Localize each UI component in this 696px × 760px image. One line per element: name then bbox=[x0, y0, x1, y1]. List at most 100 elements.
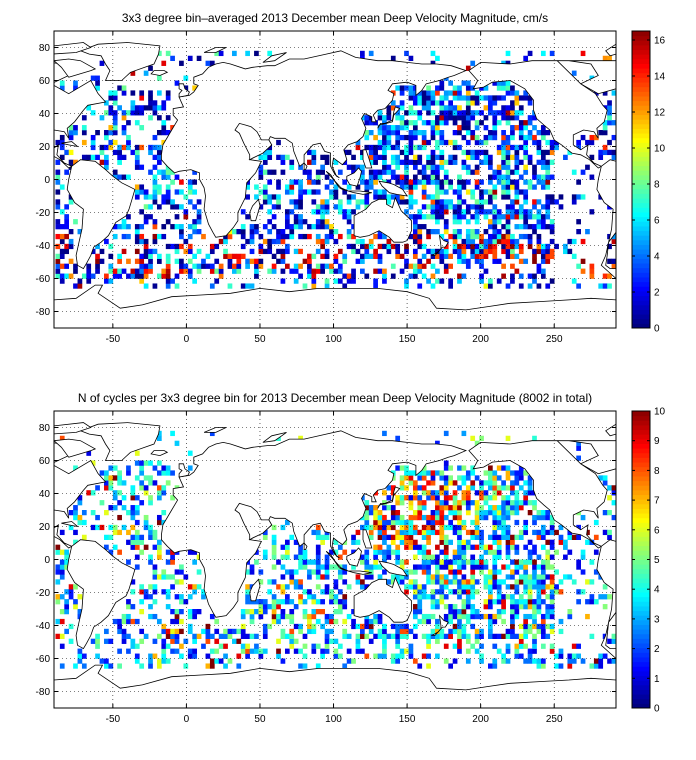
heatmap-cell bbox=[108, 465, 114, 471]
heatmap-cell bbox=[117, 500, 122, 506]
heatmap-cell bbox=[77, 283, 83, 289]
heatmap-cell bbox=[474, 204, 480, 210]
heatmap-cell bbox=[382, 125, 387, 131]
heatmap-cell bbox=[457, 643, 462, 649]
heatmap-cell bbox=[457, 179, 462, 185]
heatmap-cell bbox=[523, 519, 529, 526]
heatmap-cell bbox=[311, 224, 317, 230]
heatmap-cell bbox=[417, 663, 423, 669]
heatmap-cell bbox=[505, 549, 511, 555]
heatmap-cell bbox=[549, 194, 555, 200]
heatmap-cell bbox=[227, 258, 233, 264]
chart-title: 3x3 degree bin–averaged 2013 December me… bbox=[122, 11, 548, 25]
heatmap-cell bbox=[426, 638, 431, 644]
heatmap-cell bbox=[426, 174, 431, 180]
heatmap-cell bbox=[329, 229, 334, 235]
heatmap-cell bbox=[510, 105, 515, 111]
heatmap-cell bbox=[465, 85, 471, 91]
y-tick-label: 20 bbox=[39, 142, 51, 153]
heatmap-cell bbox=[492, 169, 498, 175]
heatmap-cell bbox=[139, 268, 145, 274]
heatmap-cell bbox=[421, 120, 427, 126]
heatmap-cell bbox=[470, 214, 476, 220]
heatmap-cell bbox=[602, 149, 608, 156]
heatmap-cell bbox=[355, 238, 361, 245]
heatmap-cell bbox=[382, 643, 387, 649]
x-tick-label: -50 bbox=[106, 714, 121, 725]
heatmap-cell bbox=[112, 139, 118, 146]
colorbar-swatch bbox=[632, 587, 650, 593]
heatmap-cell bbox=[532, 214, 537, 220]
heatmap-cell bbox=[501, 658, 506, 664]
heatmap-cell bbox=[452, 238, 458, 245]
heatmap-cell bbox=[342, 549, 348, 555]
heatmap-cell bbox=[474, 514, 480, 521]
heatmap-cell bbox=[333, 648, 339, 654]
heatmap-cell bbox=[523, 559, 529, 565]
heatmap-cell bbox=[505, 475, 511, 481]
heatmap-cell bbox=[364, 574, 370, 580]
heatmap-cell bbox=[258, 164, 264, 170]
heatmap-cell bbox=[465, 485, 471, 491]
heatmap-cell bbox=[417, 514, 423, 521]
heatmap-cell bbox=[187, 258, 193, 264]
heatmap-cell bbox=[333, 599, 339, 605]
heatmap-cell bbox=[474, 149, 480, 156]
heatmap-cell bbox=[395, 199, 401, 205]
heatmap-cell bbox=[505, 544, 511, 550]
heatmap-cell bbox=[55, 633, 61, 639]
heatmap-cell bbox=[532, 618, 537, 625]
heatmap-cell bbox=[382, 554, 387, 560]
heatmap-cell bbox=[404, 283, 409, 289]
heatmap-cell bbox=[448, 90, 453, 96]
heatmap-cell bbox=[435, 564, 440, 570]
heatmap-cell bbox=[452, 604, 458, 610]
heatmap-cell bbox=[192, 653, 198, 659]
heatmap-cell bbox=[161, 589, 167, 595]
heatmap-cell bbox=[430, 263, 436, 269]
heatmap-cell bbox=[293, 638, 299, 644]
heatmap-cell bbox=[404, 475, 409, 481]
heatmap-cell bbox=[527, 648, 533, 654]
heatmap-cell bbox=[262, 648, 268, 654]
heatmap-cell bbox=[148, 594, 153, 600]
heatmap-cell bbox=[421, 500, 427, 506]
heatmap-cell bbox=[156, 273, 162, 279]
heatmap-cell bbox=[589, 209, 595, 215]
heatmap-cell bbox=[236, 263, 242, 269]
heatmap-cell bbox=[165, 115, 171, 121]
heatmap-cell bbox=[492, 495, 498, 501]
heatmap-cell bbox=[483, 149, 489, 156]
colorbar-swatch bbox=[632, 267, 650, 273]
heatmap-cell bbox=[156, 663, 162, 669]
heatmap-cell bbox=[293, 179, 299, 185]
heatmap-cell bbox=[395, 194, 401, 200]
heatmap-cell bbox=[607, 495, 612, 501]
heatmap-cell bbox=[598, 594, 604, 600]
heatmap-cell bbox=[571, 194, 577, 200]
heatmap-cell bbox=[59, 134, 65, 141]
colorbar-swatch bbox=[632, 314, 650, 320]
heatmap-cell bbox=[532, 658, 537, 664]
heatmap-cell bbox=[439, 120, 445, 126]
colorbar-swatch bbox=[632, 188, 650, 194]
heatmap-cell bbox=[152, 219, 158, 225]
heatmap-cell bbox=[545, 204, 551, 210]
heatmap-cell bbox=[183, 663, 189, 669]
colorbar-swatch bbox=[632, 142, 650, 148]
heatmap-cell bbox=[452, 480, 458, 486]
heatmap-cell bbox=[461, 134, 467, 141]
heatmap-cell bbox=[465, 204, 471, 210]
heatmap-cell bbox=[408, 85, 414, 91]
heatmap-cell bbox=[545, 514, 551, 521]
heatmap-cell bbox=[302, 258, 308, 264]
heatmap-cell bbox=[121, 495, 127, 501]
heatmap-cell bbox=[368, 529, 374, 536]
heatmap-cell bbox=[390, 534, 396, 540]
heatmap-cell bbox=[576, 194, 581, 200]
heatmap-cell bbox=[95, 514, 100, 521]
heatmap-cell bbox=[73, 539, 78, 545]
heatmap-cell bbox=[377, 618, 383, 625]
heatmap-cell bbox=[479, 529, 484, 536]
heatmap-cell bbox=[364, 564, 370, 570]
